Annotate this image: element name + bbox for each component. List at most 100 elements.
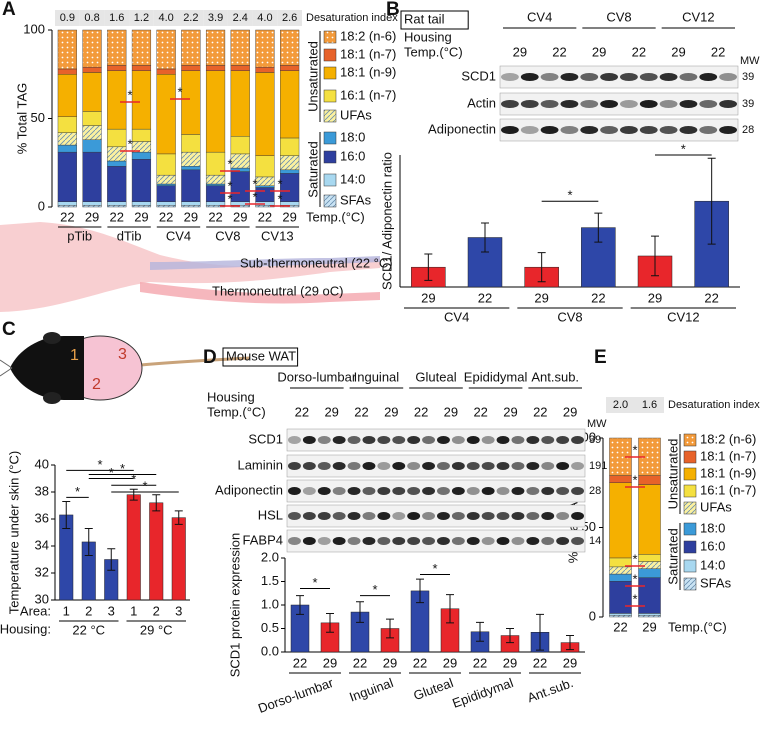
bar-segment (82, 72, 102, 112)
blot-band (288, 537, 301, 545)
blot-band (362, 436, 376, 444)
bar-segment (181, 134, 201, 153)
band-label: SCD1 (461, 68, 496, 83)
lane-label: 22 (354, 404, 368, 419)
y-tick-label: 2.0 (261, 549, 279, 564)
bar-segment (609, 566, 632, 575)
blot-band (466, 537, 480, 545)
blot-band (571, 537, 584, 545)
blot-band (451, 487, 465, 495)
significance: * (127, 87, 132, 102)
mouse-tail (129, 356, 251, 368)
bar-segment (205, 65, 226, 71)
bar-segment (638, 568, 661, 578)
band-label: FABP4 (243, 532, 283, 547)
legend-label: 16:0 (340, 148, 365, 163)
blot-band (451, 537, 465, 545)
blot-band (541, 462, 555, 470)
significance: * (127, 136, 132, 151)
significance: * (142, 478, 147, 493)
legend-swatch (683, 467, 697, 481)
blot-band (377, 512, 391, 520)
x-tick-label: 29 (85, 209, 99, 224)
blot-band (560, 73, 579, 81)
blot-band (501, 126, 519, 134)
bar (171, 517, 186, 601)
blot-band (571, 512, 584, 520)
blot-band (600, 126, 618, 134)
desaturation-value: 0.8 (84, 12, 99, 24)
group-label: Gluteal (411, 675, 455, 703)
desaturation-value: 0.9 (60, 12, 75, 24)
blot-band (600, 100, 618, 108)
lane-label: 29 (563, 404, 577, 419)
significance: * (131, 472, 136, 487)
bar-segment (57, 116, 77, 133)
bar-segment (156, 185, 176, 202)
desat-bg (203, 10, 228, 26)
lane-label: 29 (513, 44, 527, 59)
blot-title-box (400, 10, 469, 30)
desaturation-value: 2.0 (613, 399, 628, 411)
x-axis-label: Temp.(°C) (306, 209, 365, 224)
legend-label: 18:0 (340, 129, 365, 144)
group-label: Ant.sub. (525, 675, 575, 705)
blot-band (437, 462, 450, 470)
desaturation-value: 2.6 (282, 12, 297, 24)
group-label: Inguinal (347, 675, 395, 705)
significance: * (227, 156, 232, 171)
bar-segment (181, 166, 201, 171)
legend-label: UFAs (700, 499, 732, 514)
group-label: CV8 (557, 309, 582, 324)
bar-segment (255, 176, 275, 186)
x-tick-label: 2 (153, 603, 160, 618)
bar (126, 494, 141, 601)
blot-group: Inguinal (354, 369, 400, 384)
lane-label: 29 (592, 44, 606, 59)
x-tick-label: 22 (159, 209, 173, 224)
desaturation-value: 1.6 (642, 399, 657, 411)
mouse-ear (43, 392, 61, 404)
significance: * (312, 575, 317, 590)
significance: * (109, 465, 114, 480)
group-label: dTib (117, 228, 142, 243)
group-label: CV12 (667, 309, 700, 324)
legend-swatch (323, 131, 337, 145)
temp-label: Temp.(°C) (207, 404, 266, 419)
mouse-illustration: 1 2 3 (0, 332, 251, 404)
bar-segment (131, 70, 152, 130)
legend-label: 18:2 (n-6) (340, 28, 396, 43)
blot-band (347, 537, 361, 545)
legend-swatch (323, 66, 337, 80)
mouse-front (10, 336, 84, 400)
group-label: CV4 (444, 309, 469, 324)
legend-swatch (683, 559, 697, 573)
bar-segment (57, 144, 77, 153)
blot-band (377, 537, 391, 545)
y-axis-label: % Total TAG (565, 492, 580, 564)
legend-group-label: Unsaturated (305, 41, 320, 112)
significance: * (632, 472, 637, 487)
y-tick-label: 0 (38, 198, 45, 213)
bar-segment (107, 201, 127, 206)
bar-segment (255, 155, 275, 178)
blot-band (580, 100, 599, 108)
blot-band (422, 487, 435, 495)
bar-segment (131, 205, 152, 208)
blot-band (377, 462, 391, 470)
significance: * (277, 191, 282, 206)
blot-band (560, 100, 579, 108)
error-bar (424, 253, 433, 281)
y-tick-label: 34 (35, 537, 49, 552)
band-label: Actin (467, 95, 496, 110)
blot-band (511, 487, 525, 495)
blot-band (501, 100, 519, 108)
y-tick-label: 1.0 (261, 596, 279, 611)
blot-band (302, 537, 316, 545)
legend-swatch (683, 450, 697, 464)
significance: * (120, 461, 125, 476)
legend-swatch (323, 48, 337, 62)
legend-label: 18:0 (700, 520, 725, 535)
lane-label: 22 (473, 404, 487, 419)
blot-band (620, 100, 638, 108)
